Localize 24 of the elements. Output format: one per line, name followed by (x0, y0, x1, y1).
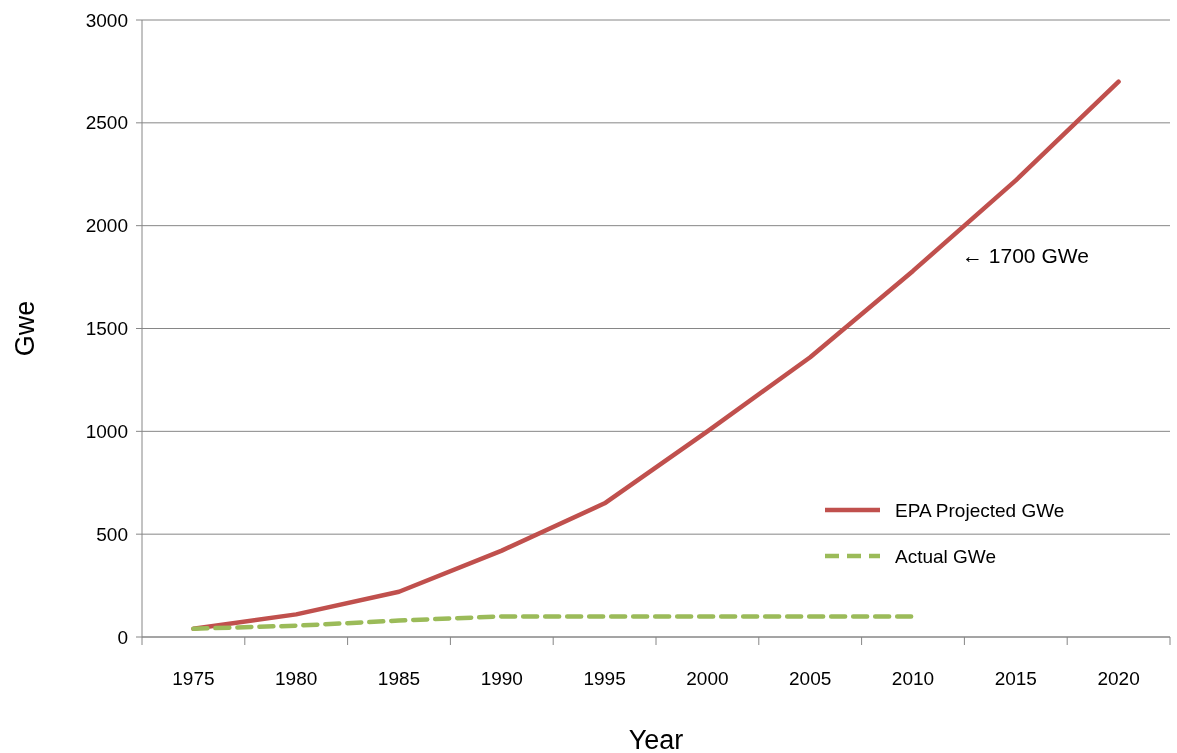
legend-label: Actual GWe (895, 545, 997, 567)
y-tick-label: 500 (96, 523, 128, 545)
y-tick-label: 1500 (85, 318, 128, 340)
legend-label: EPA Projected GWe (895, 499, 1065, 521)
annotation: ← 1700 GWe (962, 244, 1089, 268)
line-series (191, 79, 1121, 632)
y-tick-label: 3000 (85, 9, 128, 31)
x-tick-label: 1980 (275, 668, 318, 689)
x-tick-label: 2010 (891, 668, 935, 689)
y-tick-label: 0 (117, 626, 128, 648)
x-tick-label: 1990 (480, 668, 523, 689)
x-tick-label: 2020 (1097, 668, 1140, 689)
y-tick-label: 2000 (85, 215, 128, 237)
x-tick-label: 2005 (789, 668, 832, 689)
y-tick-label: 2500 (85, 112, 128, 134)
x-tick-label: 1995 (583, 668, 626, 689)
y-axis-title: Gwe (10, 300, 40, 357)
x-axis-title: Year (628, 725, 684, 753)
x-tick-label: 1975 (172, 668, 215, 689)
x-tick-label: 2015 (994, 668, 1037, 689)
y-tick-label: 1000 (85, 420, 128, 442)
x-tick-label: 1985 (377, 668, 421, 689)
line-series (191, 614, 916, 632)
x-tick-label: 2000 (686, 668, 729, 689)
